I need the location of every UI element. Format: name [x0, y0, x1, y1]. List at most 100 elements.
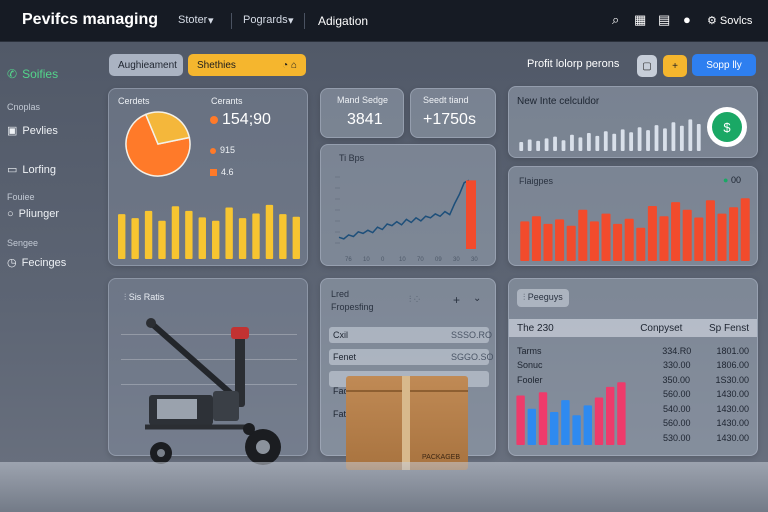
sidebar-heading: Fouiee: [7, 192, 35, 202]
list-icon: ▣: [7, 125, 18, 137]
table-cell: 1430.00: [716, 432, 749, 443]
calendar-icon[interactable]: ▦: [634, 12, 647, 27]
table-row[interactable]: Fooler 350.00 1S30.00: [517, 372, 749, 387]
x-tick-label: 0: [381, 257, 385, 263]
app-title: Pevifcs managing: [22, 11, 159, 28]
table-row[interactable]: Tarms 334.R0 1801.00: [517, 343, 749, 358]
search-icon[interactable]: ⌕: [612, 12, 620, 27]
bar: [594, 397, 604, 445]
bar: [538, 392, 548, 445]
process-row[interactable]: [329, 327, 489, 343]
bar: [679, 125, 684, 151]
process-row[interactable]: [329, 349, 489, 365]
bar: [527, 139, 532, 151]
table-header-row: The 230 Conpyset Sp Fenst: [517, 323, 749, 334]
settings-label[interactable]: ⚙ Sovlcs: [707, 15, 753, 27]
pie-slice: [125, 113, 191, 177]
settings-icon: ⚙: [707, 15, 720, 27]
calculator-card: New Inte celculdor $: [508, 86, 758, 158]
sidebar-heading: Sengee: [7, 238, 39, 248]
bar: [118, 214, 126, 259]
process-row-label: Cxil: [333, 330, 348, 340]
orange-square-icon: [210, 169, 217, 177]
table-cell: 1430.00: [716, 403, 749, 414]
table-header: [509, 319, 757, 337]
add-icon[interactable]: +: [663, 55, 687, 77]
process-row-value: SSSO.RO: [451, 330, 493, 340]
dollar-badge[interactable]: $: [707, 107, 747, 147]
filter-icon[interactable]: ⫶ ⁘: [409, 294, 421, 304]
bar: [624, 218, 634, 261]
equipment-tag[interactable]: ⫶ Sis Ratis: [118, 289, 171, 307]
bar: [671, 202, 681, 261]
bar: [740, 198, 750, 261]
bar: [606, 386, 615, 445]
bar: [566, 225, 576, 261]
bar: [144, 210, 153, 259]
kpi-label-left: Cerdets: [118, 96, 150, 106]
processing-title-2: Fropesfing: [331, 302, 374, 312]
orange-dot-icon: [210, 147, 216, 154]
chevron-down-icon[interactable]: ▾: [288, 15, 294, 27]
bar: [646, 130, 650, 151]
nav-item-adigation[interactable]: Adigation: [318, 14, 369, 28]
bar: [603, 131, 608, 151]
bar: [694, 217, 704, 261]
notification-icon[interactable]: ●: [683, 12, 691, 27]
x-tick-label: 10: [399, 257, 406, 263]
nav-item-stoter[interactable]: Stoter: [178, 14, 208, 26]
chevron-down-icon[interactable]: ⌄: [473, 293, 482, 304]
table-row[interactable]: 560.00 1430.00: [517, 387, 749, 402]
window-icon: ▭: [7, 164, 18, 176]
x-tick-label: 30: [453, 257, 460, 263]
nav-item-pogrards[interactable]: Pogrards: [243, 14, 288, 26]
table-row[interactable]: 560.00 1430.00: [517, 416, 749, 431]
x-tick-label: 76: [345, 257, 352, 263]
phone-icon: ✆: [7, 67, 18, 81]
table-cell: 560.00: [662, 418, 691, 428]
stat-value: 3841: [347, 111, 383, 128]
sidebar-item-pliunger[interactable]: ○ Pliunger: [7, 208, 60, 220]
pie-chart: [125, 111, 191, 177]
tab-shethies[interactable]: Shethies ◔ ⌂: [188, 54, 306, 76]
circle-icon: ○: [7, 208, 14, 220]
bar: [578, 137, 583, 151]
sidebar: ✆ Soifies Cnoplas ▣ Pevlies ▭ Lorfing Fouie…: [0, 42, 96, 512]
tab-aughieament[interactable]: Aughieament: [109, 54, 183, 76]
bar: [629, 132, 634, 151]
nav-divider: [231, 13, 232, 29]
bar: [550, 412, 559, 445]
pie-slice: [144, 111, 191, 145]
line-card-label: Ti Bps: [339, 153, 365, 163]
bar: [617, 382, 626, 445]
stat-card-2: Seedt tiand +1750s: [410, 88, 496, 138]
add-icon[interactable]: +: [453, 293, 461, 307]
bar: [578, 209, 588, 261]
sidebar-item-soifies[interactable]: ✆ Soifies: [7, 67, 59, 81]
bar: [696, 124, 701, 151]
orange-dot-icon: [210, 115, 218, 124]
line-chart-card: Ti Bps 76 10 0 10 70 09 30 30: [320, 144, 496, 266]
bar: [613, 223, 623, 261]
bar: [520, 221, 530, 261]
chart-icon: ⫶: [523, 292, 528, 302]
bar: [654, 125, 659, 151]
red-card-label: Flaigpes: [519, 176, 554, 186]
clock-icon: ◷: [7, 257, 17, 269]
hand-truck-image: [145, 318, 281, 465]
submit-button[interactable]: Sopp lly: [692, 54, 756, 76]
red-bar-card: Flaigpes ● 00: [508, 166, 758, 266]
copy-icon[interactable]: ▢: [637, 55, 657, 77]
table-row[interactable]: 530.00 1430.00: [517, 430, 749, 445]
table-row[interactable]: Sonuc 330.00 1806.00: [517, 358, 749, 373]
sidebar-item-lorfing[interactable]: ▭ Lorfing: [7, 163, 57, 177]
chevron-down-icon[interactable]: ▾: [208, 15, 214, 27]
check-icon: ●: [723, 175, 731, 185]
table-row[interactable]: 540.00 1430.00: [517, 401, 749, 416]
grid-icon[interactable]: ▤: [658, 12, 671, 27]
table-cell: Fooler: [517, 374, 543, 385]
sidebar-item-fecinges[interactable]: ◷ Fecinges: [7, 256, 67, 270]
sidebar-item-pevlies[interactable]: ▣ Pevlies: [7, 124, 58, 138]
kpi-main-value: 154;90: [210, 111, 271, 129]
table-tag[interactable]: ⫶ Peeguys: [517, 289, 569, 307]
